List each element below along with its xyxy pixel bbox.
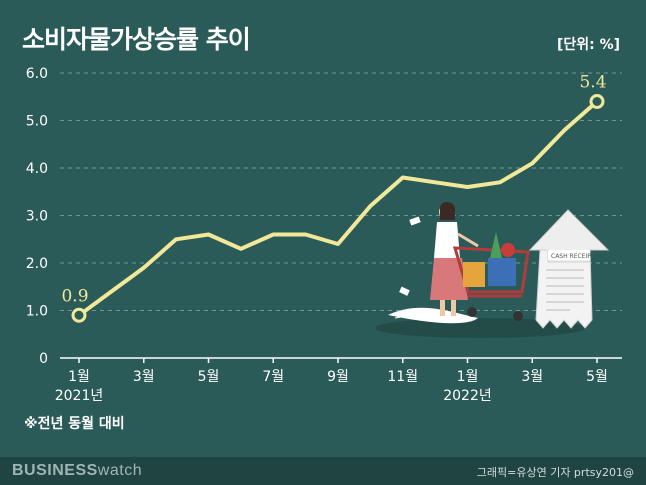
chart-title: 소비자물가상승률 추이	[22, 25, 251, 54]
y-tick-label: 3.0	[26, 209, 48, 225]
x-year-label: 2021년	[55, 388, 104, 404]
x-tick-label: 3월	[521, 369, 543, 385]
y-tick-label: 4.0	[26, 161, 48, 177]
data-markers	[71, 94, 605, 323]
svg-text:CASH RECEIPT: CASH RECEIPT	[551, 253, 595, 260]
footer-bar: BUSINESSwatch 그래픽=유상연 기자 prtsy201@	[0, 457, 646, 485]
x-tick-label: 1월	[457, 369, 479, 385]
x-tick-label: 7월	[262, 369, 284, 385]
x-tick-label: 5월	[586, 369, 608, 385]
y-tick-label: 0	[39, 351, 48, 367]
y-axis-ticks: 0 1.0 2.0 3.0 4.0 5.0 6.0	[26, 66, 48, 367]
x-year-label: 2022년	[443, 388, 492, 404]
graphic-credit: 그래픽=유상연 기자 prtsy201@	[476, 466, 634, 479]
data-point	[589, 94, 605, 109]
x-tick-label: 5월	[198, 369, 220, 385]
data-label: 0.9	[61, 286, 88, 306]
y-tick-label: 6.0	[26, 66, 48, 82]
x-axis: 1월 2021년 3월 5월 7월 9월 11월 1월 2022년 3월 5월	[55, 357, 622, 404]
x-tick-label: 3월	[133, 369, 155, 385]
data-point	[71, 307, 87, 323]
shopping-cart-receipt-illustration: CASH RECEIPT	[375, 202, 610, 338]
grid-lines	[60, 72, 622, 311]
series-line	[77, 99, 599, 318]
data-labels: 0.9 5.4	[61, 73, 606, 307]
x-tick-label: 1월	[68, 369, 90, 385]
unit-label: [단위: %]	[556, 37, 620, 53]
brand-logo: BUSINESSwatch	[12, 462, 142, 480]
data-label: 5.4	[579, 73, 606, 93]
y-tick-label: 1.0	[26, 304, 48, 320]
x-tick-label: 9월	[327, 369, 349, 385]
footnote: ※전년 동월 대비	[24, 416, 125, 432]
x-tick-label: 11월	[387, 369, 418, 385]
brand-bold: BUSINESS	[12, 462, 98, 479]
y-tick-label: 2.0	[26, 256, 48, 272]
y-tick-label: 5.0	[26, 114, 48, 130]
brand-light: watch	[97, 462, 143, 479]
